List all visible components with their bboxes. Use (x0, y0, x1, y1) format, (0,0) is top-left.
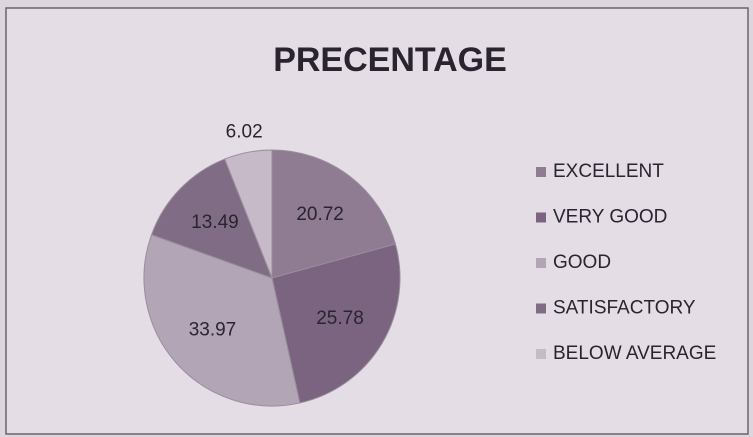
legend-label: SATISFACTORY (553, 298, 696, 319)
legend-swatch (536, 258, 546, 268)
pie-slice (224, 149, 273, 279)
data-label: 33.97 (189, 320, 237, 341)
legend-swatch (536, 167, 546, 177)
chart-title: PRECENTAGE (273, 41, 507, 79)
pie-slice (271, 243, 401, 404)
data-label: 20.72 (296, 204, 344, 225)
legend-swatch (536, 212, 546, 223)
legend-label: GOOD (553, 252, 611, 273)
pie-slice (271, 149, 397, 279)
data-label: 13.49 (191, 212, 239, 233)
legend-swatch (536, 349, 546, 359)
legend-swatch (536, 303, 546, 314)
pie-slice (143, 234, 301, 407)
legend-label: BELOW AVERAGE (553, 343, 716, 364)
legend-label: VERY GOOD (553, 207, 667, 228)
data-label: 6.02 (226, 122, 263, 143)
legend-label: EXCELLENT (553, 161, 664, 182)
data-label: 25.78 (316, 308, 364, 329)
pie-slice (150, 158, 273, 279)
